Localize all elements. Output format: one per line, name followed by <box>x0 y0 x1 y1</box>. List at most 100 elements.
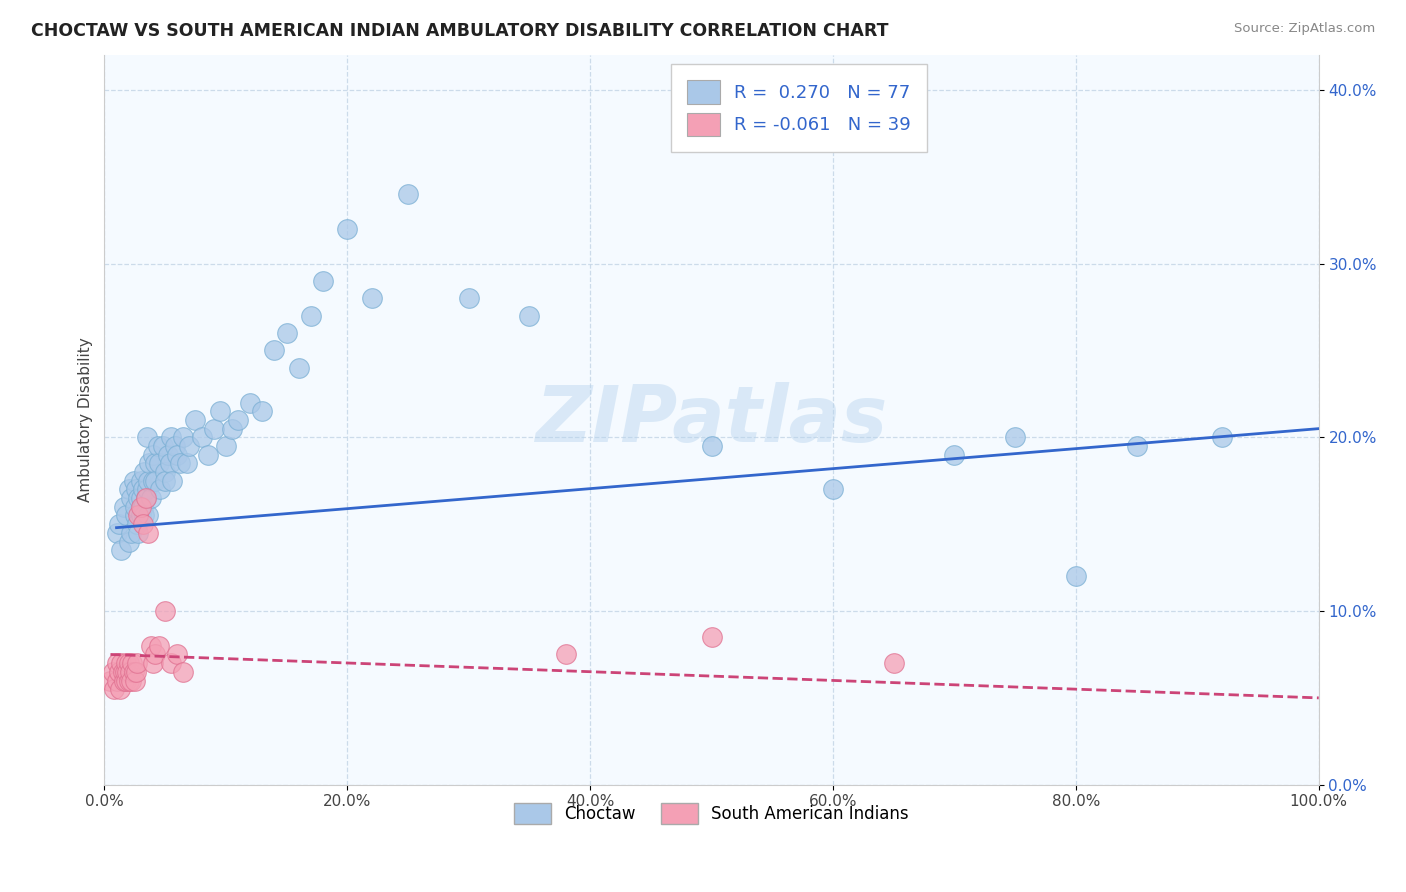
Point <box>176 456 198 470</box>
Point <box>169 456 191 470</box>
Point <box>136 474 159 488</box>
Point <box>122 665 145 679</box>
Point <box>148 639 170 653</box>
Point <box>115 673 138 688</box>
Point <box>700 630 723 644</box>
Point <box>252 404 274 418</box>
Point <box>299 309 322 323</box>
Point <box>519 309 541 323</box>
Point <box>179 439 201 453</box>
Point <box>156 448 179 462</box>
Point <box>396 187 419 202</box>
Point <box>148 456 170 470</box>
Point <box>118 665 141 679</box>
Point <box>108 665 131 679</box>
Text: ZIPatlas: ZIPatlas <box>536 382 887 458</box>
Point <box>132 500 155 514</box>
Point <box>129 491 152 505</box>
Legend: Choctaw, South American Indians: Choctaw, South American Indians <box>508 797 915 831</box>
Point <box>153 465 176 479</box>
Point <box>124 508 146 523</box>
Point <box>125 483 148 497</box>
Point <box>136 508 159 523</box>
Point <box>215 439 238 453</box>
Point <box>153 474 176 488</box>
Point <box>1125 439 1147 453</box>
Point <box>136 525 159 540</box>
Point <box>105 656 128 670</box>
Point <box>108 517 131 532</box>
Point <box>883 656 905 670</box>
Point <box>139 639 162 653</box>
Point <box>166 448 188 462</box>
Point <box>105 673 128 688</box>
Point <box>134 508 156 523</box>
Y-axis label: Ambulatory Disability: Ambulatory Disability <box>79 337 93 502</box>
Point <box>121 656 143 670</box>
Point <box>112 673 135 688</box>
Point <box>118 656 141 670</box>
Point <box>122 474 145 488</box>
Point <box>197 448 219 462</box>
Point <box>142 474 165 488</box>
Point <box>145 474 167 488</box>
Point <box>112 500 135 514</box>
Point <box>120 491 142 505</box>
Point <box>162 474 184 488</box>
Text: Source: ZipAtlas.com: Source: ZipAtlas.com <box>1234 22 1375 36</box>
Point <box>129 474 152 488</box>
Point <box>139 491 162 505</box>
Point <box>208 404 231 418</box>
Point <box>312 274 335 288</box>
Point <box>115 508 138 523</box>
Point <box>108 682 131 697</box>
Point <box>226 413 249 427</box>
Point <box>1064 569 1087 583</box>
Point <box>360 291 382 305</box>
Point <box>127 525 149 540</box>
Point <box>124 673 146 688</box>
Point <box>276 326 298 340</box>
Point <box>554 648 576 662</box>
Point <box>263 343 285 358</box>
Point <box>124 500 146 514</box>
Point <box>160 430 183 444</box>
Point <box>1211 430 1233 444</box>
Point <box>103 682 125 697</box>
Point <box>172 665 194 679</box>
Point <box>135 430 157 444</box>
Point <box>117 665 139 679</box>
Point <box>118 673 141 688</box>
Point <box>120 673 142 688</box>
Point <box>111 665 134 679</box>
Point <box>114 665 136 679</box>
Point <box>221 422 243 436</box>
Point <box>129 500 152 514</box>
Point <box>152 439 174 453</box>
Point <box>127 517 149 532</box>
Point <box>135 483 157 497</box>
Point <box>457 291 479 305</box>
Point <box>125 665 148 679</box>
Point <box>1004 430 1026 444</box>
Point <box>134 465 156 479</box>
Point <box>105 525 128 540</box>
Point <box>110 543 132 558</box>
Point <box>190 430 212 444</box>
Point <box>132 517 155 532</box>
Point <box>127 656 149 670</box>
Point <box>118 534 141 549</box>
Point <box>118 483 141 497</box>
Point <box>142 656 165 670</box>
Text: CHOCTAW VS SOUTH AMERICAN INDIAN AMBULATORY DISABILITY CORRELATION CHART: CHOCTAW VS SOUTH AMERICAN INDIAN AMBULAT… <box>31 22 889 40</box>
Point <box>145 456 167 470</box>
Point <box>336 222 359 236</box>
Point <box>132 483 155 497</box>
Point <box>127 508 149 523</box>
Point <box>287 360 309 375</box>
Point <box>127 491 149 505</box>
Point <box>700 439 723 453</box>
Point <box>166 648 188 662</box>
Point <box>129 508 152 523</box>
Point <box>184 413 207 427</box>
